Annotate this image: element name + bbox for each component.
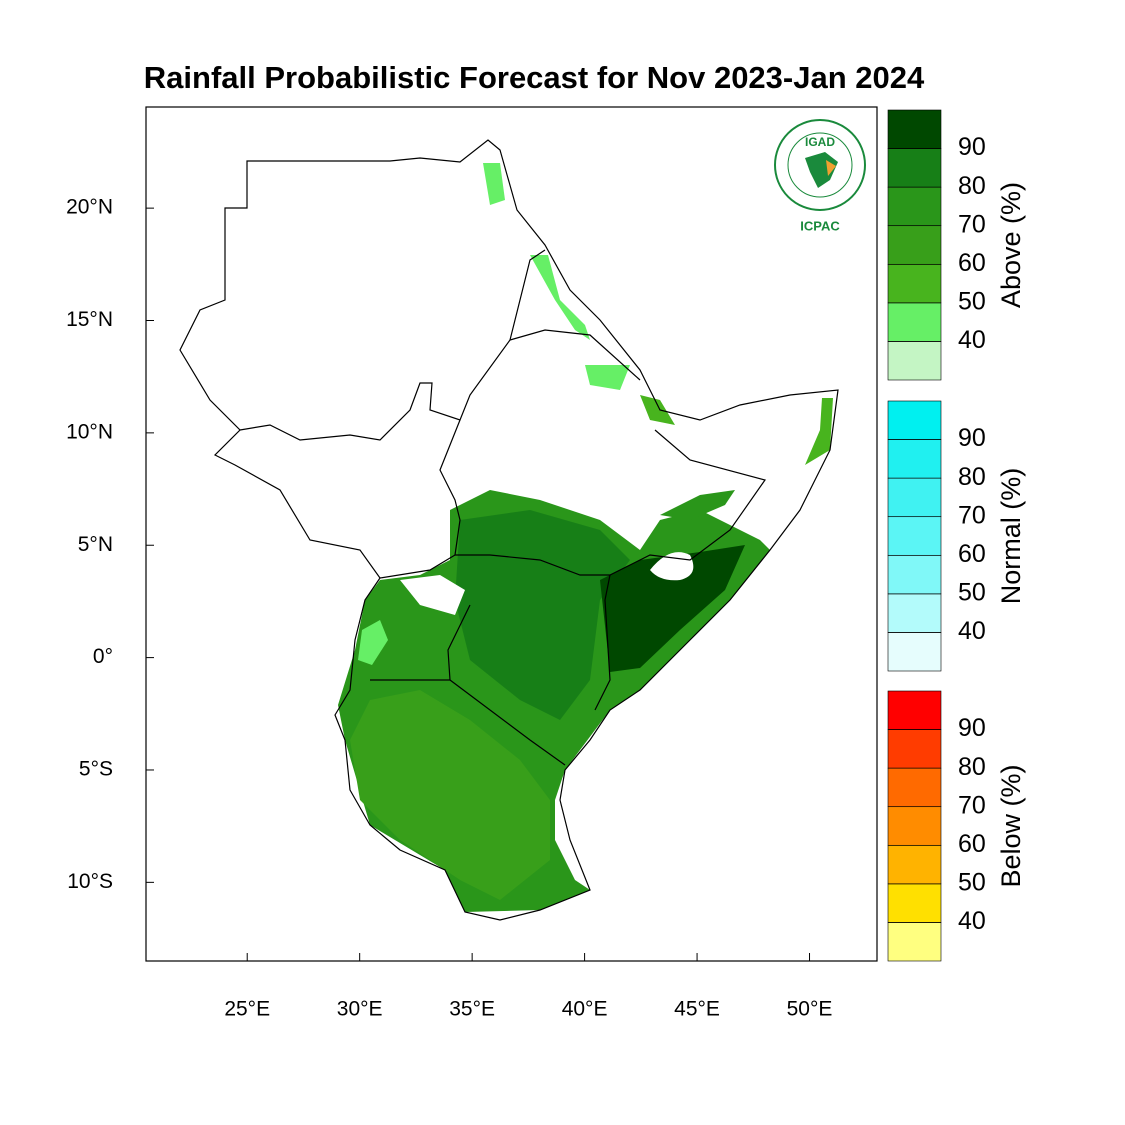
logo-text: ICPAC bbox=[800, 218, 840, 233]
colorbar-box bbox=[887, 767, 942, 808]
colorbar-label: 90 bbox=[958, 714, 986, 742]
y-tick-label: 10°N bbox=[66, 420, 113, 443]
colorbar-label: 40 bbox=[958, 617, 986, 645]
border bbox=[370, 554, 566, 766]
colorbar-label: 80 bbox=[958, 172, 986, 200]
above-region bbox=[805, 398, 833, 465]
colorbar-box bbox=[887, 186, 942, 227]
colorbar-label: 70 bbox=[958, 791, 986, 819]
above-region bbox=[455, 510, 630, 720]
x-tick-label: 25°E bbox=[224, 998, 270, 1021]
logo-ring bbox=[787, 132, 853, 198]
colorbar-box bbox=[887, 400, 942, 440]
above-region bbox=[358, 620, 388, 665]
colorbar-box bbox=[887, 302, 942, 342]
colorbar-box bbox=[887, 883, 942, 923]
x-tick-label: 50°E bbox=[787, 998, 833, 1021]
colorbar-box bbox=[887, 554, 942, 595]
colorbar-box bbox=[887, 844, 942, 885]
logo-text: IGAD bbox=[805, 135, 835, 149]
colorbar-label: 60 bbox=[958, 249, 986, 277]
above-region bbox=[640, 395, 675, 425]
colorbar-box bbox=[887, 593, 942, 633]
colorbar-label: 80 bbox=[958, 463, 986, 491]
above-region bbox=[530, 255, 590, 340]
colorbar-label: 50 bbox=[958, 578, 986, 606]
map-title: Rainfall Probabilistic Forecast for Nov … bbox=[144, 60, 925, 95]
colorbar-box bbox=[887, 148, 942, 188]
colorbar-box bbox=[887, 477, 942, 518]
colorbar-box bbox=[887, 225, 942, 265]
logo-map bbox=[826, 160, 836, 176]
colorbar-label: 60 bbox=[958, 830, 986, 858]
country-borders bbox=[179, 139, 839, 921]
colorbar-box bbox=[887, 806, 942, 846]
colorbar-label: 90 bbox=[958, 133, 986, 161]
border bbox=[439, 419, 766, 576]
no-forecast bbox=[400, 575, 465, 615]
colorbar-box bbox=[887, 632, 942, 672]
y-tick-label: 0° bbox=[93, 645, 113, 668]
colorbar-box bbox=[887, 516, 942, 556]
colorbar-label: 50 bbox=[958, 868, 986, 896]
colorbar-box bbox=[887, 341, 942, 381]
border bbox=[509, 329, 641, 381]
above-region bbox=[350, 690, 550, 900]
colorbar-title: Normal (%) bbox=[996, 468, 1026, 605]
colorbar-title: Above (%) bbox=[996, 182, 1026, 308]
colorbar-label: 50 bbox=[958, 287, 986, 315]
y-tick-label: 15°N bbox=[66, 308, 113, 331]
above-region bbox=[660, 490, 735, 520]
y-tick-label: 20°N bbox=[66, 196, 113, 219]
colorbar-box bbox=[887, 439, 942, 479]
logo-map bbox=[805, 152, 838, 188]
colorbar-title: Below (%) bbox=[996, 764, 1026, 887]
colorbar-box bbox=[887, 263, 942, 304]
colorbar-box bbox=[887, 922, 942, 962]
colorbar-box bbox=[887, 109, 942, 149]
colorbar-box bbox=[887, 690, 942, 730]
y-tick-label: 10°S bbox=[67, 870, 113, 893]
colorbar-label: 60 bbox=[958, 540, 986, 568]
x-tick-label: 40°E bbox=[562, 998, 608, 1021]
colorbar-label: 80 bbox=[958, 753, 986, 781]
border bbox=[239, 249, 546, 441]
colorbar-label: 70 bbox=[958, 210, 986, 238]
x-tick-label: 45°E bbox=[674, 998, 720, 1021]
y-tick-label: 5°S bbox=[79, 758, 113, 781]
colorbar-label: 70 bbox=[958, 501, 986, 529]
logo: IGAD ICPAC bbox=[774, 119, 866, 233]
colorbar-label: 90 bbox=[958, 424, 986, 452]
above-region bbox=[600, 545, 745, 672]
outline bbox=[179, 139, 839, 921]
colorbar-label: 40 bbox=[958, 326, 986, 354]
above-region bbox=[585, 365, 630, 390]
forecast-fill bbox=[338, 163, 833, 912]
y-tick-label: 5°N bbox=[78, 533, 113, 556]
x-tick-label: 30°E bbox=[337, 998, 383, 1021]
x-tick-label: 35°E bbox=[449, 998, 495, 1021]
border bbox=[594, 574, 611, 711]
above-region bbox=[483, 163, 505, 205]
colorbar-label: 40 bbox=[958, 907, 986, 935]
colorbar-box bbox=[887, 729, 942, 769]
